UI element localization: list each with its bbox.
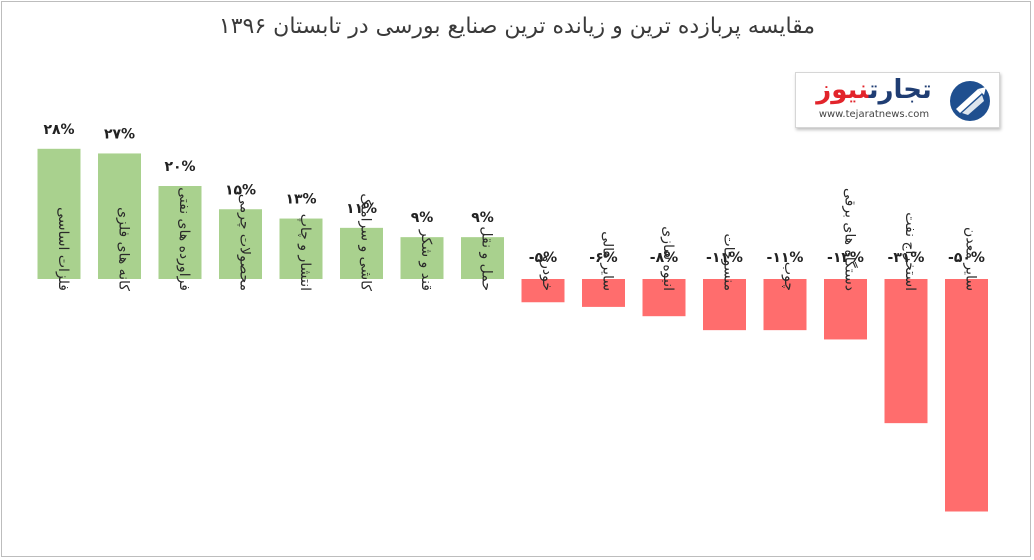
data-label-6: ۱۱% <box>346 201 377 217</box>
bar-2 <box>98 153 141 279</box>
data-label-14: -۱۳% <box>827 250 864 266</box>
logo-wordmark-blue: تجارت <box>868 75 932 105</box>
category-label-6: کاشی و سرامیک <box>358 193 374 291</box>
bar-5 <box>279 218 323 279</box>
bar-16 <box>945 279 988 512</box>
category-label-16: سایر معدن <box>963 227 979 291</box>
bar-10 <box>582 279 625 307</box>
bar-4 <box>219 209 262 279</box>
data-label-10: -۶% <box>589 250 617 266</box>
bar-11 <box>642 279 686 317</box>
bar-1 <box>37 148 81 279</box>
category-label-14: دستگاه های برقی <box>842 188 859 291</box>
category-label-3: فراورده های نفتی <box>176 187 192 291</box>
chart-title: مقایسه پربازده ترین و زیانده ترین صنایع … <box>218 14 816 39</box>
data-label-5: ۱۳% <box>285 192 316 208</box>
bar-3 <box>158 186 202 279</box>
data-label-3: ۲۰% <box>164 159 195 175</box>
category-label-15: استخراج نفت <box>902 212 918 291</box>
data-label-12: -۱۱% <box>706 250 743 266</box>
bar-9 <box>521 279 565 303</box>
category-label-4: محصولات چرمی <box>237 194 253 291</box>
data-label-8: ۹% <box>471 210 494 226</box>
bar-6 <box>340 227 383 279</box>
bar-12 <box>703 279 746 331</box>
category-label-5: انتشار و چاپ <box>297 214 313 291</box>
category-label-12: منسوجات <box>721 233 737 291</box>
category-label-8: حمل و نقل <box>479 226 495 291</box>
category-label-13: چوب <box>781 262 797 291</box>
bar-13 <box>763 279 807 331</box>
logo-wordmark: تجارتنیوز <box>804 75 944 105</box>
category-label-1: فلزات اساسی <box>55 207 71 291</box>
tejarat-news-logo: تجارتنیوز www.tejaratnews.com <box>795 72 1000 128</box>
data-label-13: -۱۱% <box>767 250 804 266</box>
bar-14 <box>824 279 867 340</box>
data-label-16: -۵۰% <box>948 250 985 266</box>
data-label-11: -۸% <box>650 250 678 266</box>
data-label-9: -۵% <box>529 250 557 266</box>
category-label-2: کانه های فلزی <box>116 207 132 291</box>
category-label-11: انبوه سازی <box>660 226 676 291</box>
bar-7 <box>400 237 444 279</box>
data-label-2: ۲۷% <box>104 126 135 142</box>
bar-15 <box>884 279 928 424</box>
data-label-1: ۲۸% <box>43 122 74 138</box>
data-label-4: ۱۵% <box>225 182 256 198</box>
logo-wordmark-red: نیوز <box>816 75 869 105</box>
data-label-7: ۹% <box>411 210 434 226</box>
bar-8 <box>461 237 504 279</box>
logo-emblem-icon <box>950 81 990 121</box>
category-label-9: خودرو <box>539 254 555 291</box>
category-label-7: قند و شکر <box>418 229 434 291</box>
logo-url: www.tejaratnews.com <box>818 109 930 120</box>
data-label-15: -۳۱% <box>888 250 925 266</box>
category-label-10: سایر مالی <box>600 231 616 291</box>
